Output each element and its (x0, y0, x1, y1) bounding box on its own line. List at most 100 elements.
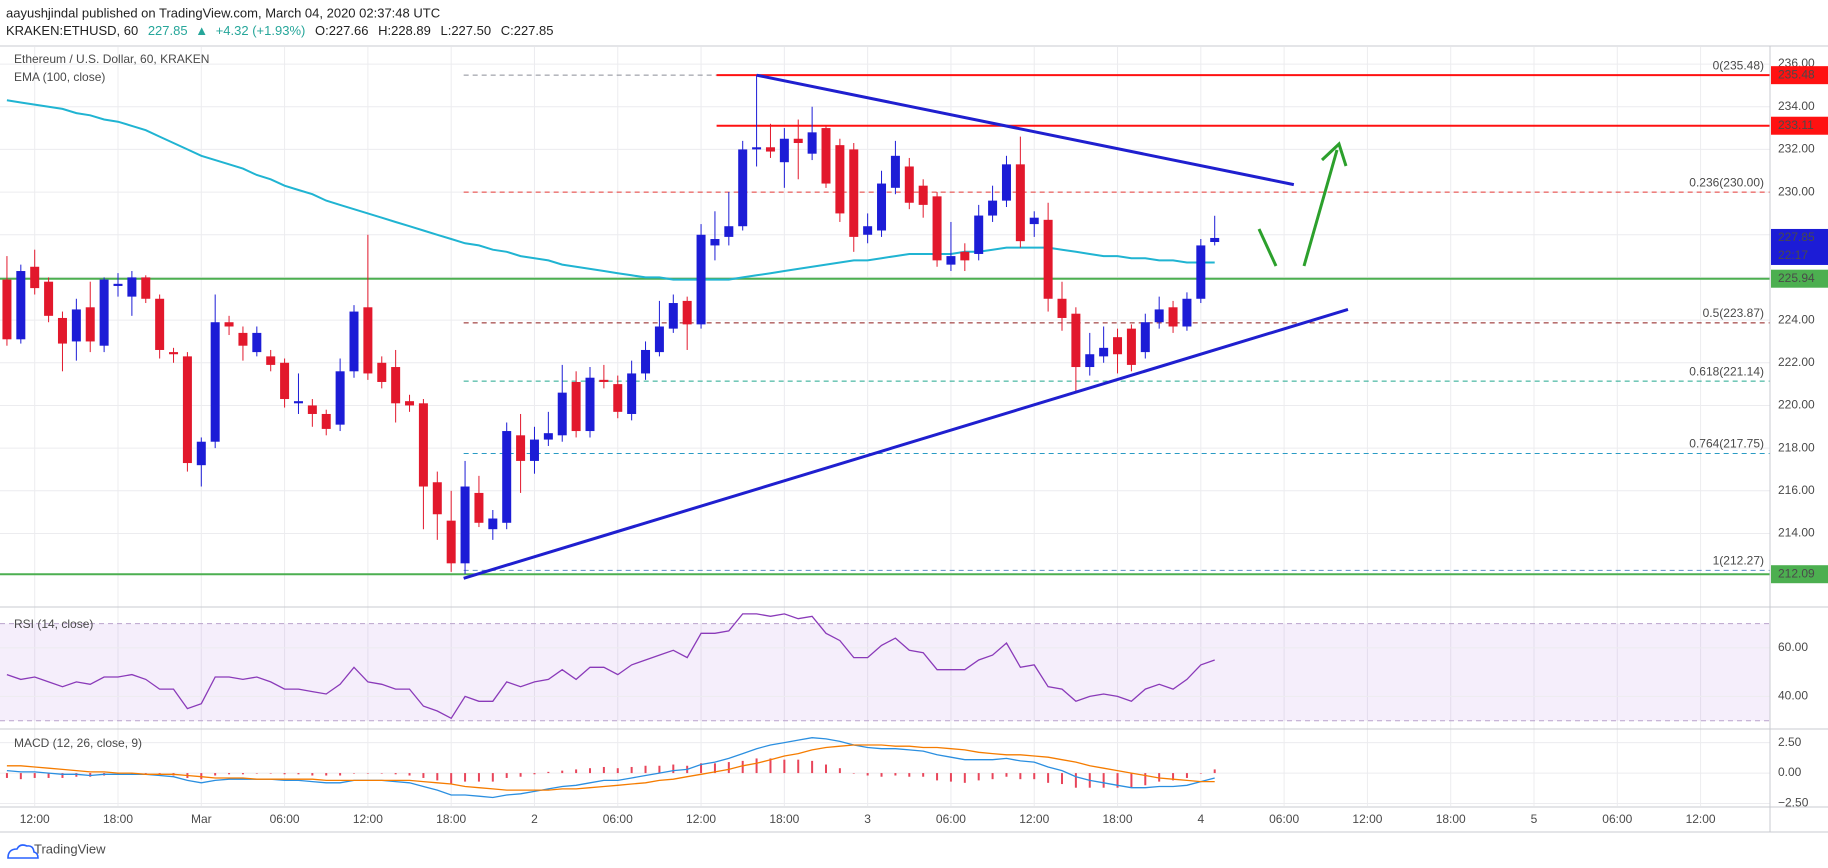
histogram-bar (47, 773, 50, 778)
histogram-bar (366, 773, 369, 774)
histogram-bar (741, 760, 744, 774)
x-tick-label: 18:00 (103, 812, 133, 826)
legend-entry: EMA (100, close) (14, 70, 105, 84)
histogram-bar (1061, 773, 1063, 785)
candle-body (1029, 217, 1039, 225)
fib-label: 0(235.48) (1713, 58, 1764, 72)
y-tick-label: 220.00 (1778, 398, 1815, 412)
candle-body (1099, 347, 1109, 357)
histogram-bar (450, 773, 453, 785)
histogram-bar (949, 773, 952, 782)
candle-body (182, 356, 192, 464)
histogram-bar (589, 768, 591, 774)
histogram-bar (575, 769, 578, 774)
x-tick-label: 06:00 (270, 812, 300, 826)
candle-body (1085, 354, 1095, 368)
histogram-bar (1047, 773, 1050, 783)
y-tick-label: 218.00 (1778, 440, 1815, 454)
candle-body (1196, 245, 1206, 299)
histogram-bar (1033, 773, 1036, 780)
histogram-bar (1005, 773, 1008, 777)
candle-body (418, 403, 428, 487)
histogram-bar (33, 773, 36, 778)
macd-line (6, 737, 1215, 799)
histogram-bar (422, 773, 425, 778)
plot-layer: 12:00 18:00 Mar 06:00 12:00 18:00 2 06:00 12:00 1… (0, 47, 1815, 826)
candle-body (1168, 307, 1178, 327)
candle-body (30, 266, 40, 289)
histogram-bar (755, 758, 758, 774)
candle-body (1182, 298, 1192, 327)
candle-body (2, 279, 12, 340)
histogram-bar (144, 773, 147, 774)
y-tick-label: 0.00 (1778, 765, 1802, 779)
histogram-bar (908, 773, 911, 777)
candle-body (641, 349, 651, 374)
histogram-bar (255, 773, 258, 774)
candle-body (155, 298, 165, 350)
candle-body (765, 147, 775, 152)
candle-body (377, 362, 387, 382)
y-tick-label: −2.50 (1778, 796, 1809, 810)
histogram-bar (436, 773, 439, 781)
candle-body (946, 256, 956, 265)
y-tick-label: 234.00 (1778, 99, 1815, 113)
candle-body (57, 317, 67, 344)
candle-body (432, 482, 442, 515)
histogram-bar (5, 773, 8, 778)
candle-body (169, 352, 179, 355)
x-tick-label: 12:00 (20, 812, 50, 826)
x-tick-label: 18:00 (769, 812, 799, 826)
candle-body (349, 311, 359, 372)
histogram-bar (297, 773, 300, 775)
candle-body (196, 441, 206, 466)
candle-body (280, 362, 290, 400)
histogram-bar (769, 758, 772, 774)
rsi-band (0, 623, 1770, 721)
price-tag (1771, 565, 1828, 584)
histogram-bar (783, 759, 786, 774)
histogram-bar (991, 773, 994, 780)
symbol: KRAKEN:ETHUSD, 60 (6, 23, 138, 38)
price-tag-label: 225.94 (1778, 271, 1815, 285)
low: L:227.50 (440, 23, 491, 38)
candle-body (44, 281, 54, 316)
candle-body (1043, 219, 1053, 299)
candle-body (557, 392, 567, 436)
x-tick-label: 06:00 (936, 812, 966, 826)
candle-body (85, 307, 95, 342)
histogram-bar (727, 762, 730, 774)
candle-body (654, 326, 664, 353)
histogram-bar (630, 766, 633, 774)
histogram-bar (241, 773, 244, 775)
candle-body (863, 226, 873, 235)
histogram-bar (353, 773, 355, 774)
candle-body (405, 401, 415, 406)
published-line: aayushjindal published on TradingView.co… (6, 5, 440, 20)
footer-text: TradingView (34, 841, 106, 856)
footer-logo: TradingView (7, 841, 106, 859)
candle-body (932, 196, 942, 261)
histogram-bar (1116, 773, 1119, 788)
candle-body (141, 277, 151, 299)
high: H:228.89 (378, 23, 431, 38)
price-tag-label: 233.11 (1778, 118, 1814, 132)
histogram-bar (852, 773, 855, 774)
histogram-bar (936, 773, 939, 781)
candle-body (807, 132, 817, 154)
candle-body (613, 384, 623, 412)
logo-icon (7, 844, 39, 859)
y-tick-label: 60.00 (1778, 640, 1808, 654)
ema-line (6, 99, 1215, 281)
candle-body (1057, 298, 1067, 318)
histogram-bar (838, 768, 841, 774)
x-tick-label: Mar (191, 812, 212, 826)
histogram-bar (811, 760, 814, 774)
x-tick-label: 5 (1531, 812, 1538, 826)
histogram-bar (616, 768, 619, 774)
histogram-bar (1199, 773, 1202, 774)
price-tag (1771, 66, 1828, 85)
